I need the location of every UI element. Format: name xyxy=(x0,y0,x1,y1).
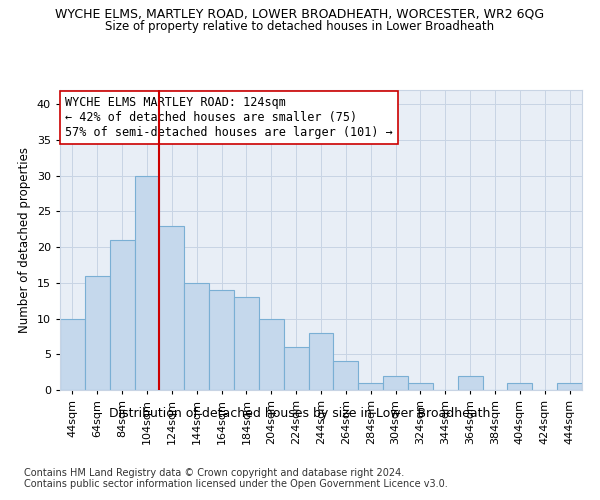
Text: Contains HM Land Registry data © Crown copyright and database right 2024.: Contains HM Land Registry data © Crown c… xyxy=(24,468,404,477)
Bar xyxy=(60,318,85,390)
Bar xyxy=(184,283,209,390)
Bar xyxy=(383,376,408,390)
Bar xyxy=(508,383,532,390)
Bar xyxy=(259,318,284,390)
Bar xyxy=(284,347,308,390)
Text: Distribution of detached houses by size in Lower Broadheath: Distribution of detached houses by size … xyxy=(109,408,491,420)
Y-axis label: Number of detached properties: Number of detached properties xyxy=(18,147,31,333)
Bar xyxy=(308,333,334,390)
Bar xyxy=(234,297,259,390)
Text: Contains public sector information licensed under the Open Government Licence v3: Contains public sector information licen… xyxy=(24,479,448,489)
Text: WYCHE ELMS MARTLEY ROAD: 124sqm
← 42% of detached houses are smaller (75)
57% of: WYCHE ELMS MARTLEY ROAD: 124sqm ← 42% of… xyxy=(65,96,393,139)
Bar xyxy=(134,176,160,390)
Bar xyxy=(358,383,383,390)
Bar xyxy=(160,226,184,390)
Text: Size of property relative to detached houses in Lower Broadheath: Size of property relative to detached ho… xyxy=(106,20,494,33)
Bar xyxy=(557,383,582,390)
Text: WYCHE ELMS, MARTLEY ROAD, LOWER BROADHEATH, WORCESTER, WR2 6QG: WYCHE ELMS, MARTLEY ROAD, LOWER BROADHEA… xyxy=(55,8,545,20)
Bar xyxy=(334,362,358,390)
Bar xyxy=(110,240,134,390)
Bar xyxy=(85,276,110,390)
Bar xyxy=(408,383,433,390)
Bar xyxy=(209,290,234,390)
Bar xyxy=(458,376,482,390)
